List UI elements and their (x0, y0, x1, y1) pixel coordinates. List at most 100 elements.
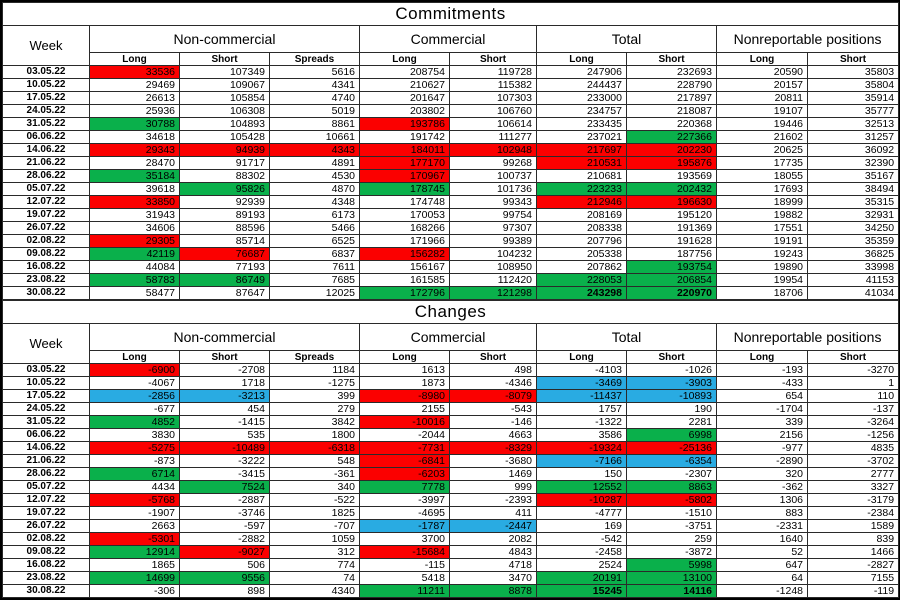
week-cell: 05.07.22 (2, 480, 90, 494)
value-cell: 1718 (179, 376, 270, 390)
subheader-nc-long: Long (89, 350, 180, 364)
value-cell: 7611 (269, 260, 360, 274)
value-cell: 34250 (806, 221, 900, 235)
value-cell: 774 (269, 558, 360, 572)
value-cell: 839 (806, 532, 900, 546)
value-cell: 506 (179, 558, 270, 572)
week-cell: 24.05.22 (2, 402, 90, 416)
value-cell: 193569 (626, 169, 717, 183)
week-cell: 28.06.22 (2, 467, 90, 481)
table-row: 23.08.22 14699 9556 74 5418 3470 20191 13100 64 7… (2, 571, 900, 585)
subheader-total-short: Short (626, 350, 717, 364)
value-cell: 498 (449, 363, 537, 377)
value-cell: 3842 (269, 415, 360, 429)
value-cell: 4343 (269, 143, 360, 157)
value-cell: 8878 (449, 584, 537, 598)
value-cell: -4695 (359, 506, 450, 520)
subheader-comm-short: Short (449, 350, 537, 364)
value-cell: 210681 (536, 169, 627, 183)
group-header-noncommercial: Non-commercial (89, 25, 360, 53)
value-cell: 4852 (89, 415, 180, 429)
value-cell: 58783 (89, 273, 180, 287)
value-cell: -193 (716, 363, 808, 377)
subheader-nr-long: Long (716, 350, 808, 364)
value-cell: 35804 (806, 78, 900, 92)
table-row: 09.08.22 12914 -9027 312 -15684 4843 -2458 -387… (2, 545, 900, 559)
week-cell: 09.08.22 (2, 247, 90, 261)
week-cell: 31.05.22 (2, 117, 90, 131)
value-cell: 210531 (536, 156, 627, 170)
table-row: 19.07.22 31943 89193 6173 170053 99754 208169 1… (2, 208, 900, 222)
changes-table: Changes Week Non-commercial Commercial T… (1, 300, 900, 598)
week-cell: 14.06.22 (2, 441, 90, 455)
value-cell: 104232 (449, 247, 537, 261)
value-cell: 1 (806, 376, 900, 390)
value-cell: 196630 (626, 195, 717, 209)
value-cell: 4341 (269, 78, 360, 92)
value-cell: 12552 (536, 480, 627, 494)
table-row: 30.08.22 -306 898 4340 11211 8878 15245 14116 -1… (2, 584, 900, 598)
value-cell: 15245 (536, 584, 627, 598)
value-cell: 247906 (536, 65, 627, 79)
value-cell: -2708 (179, 363, 270, 377)
value-cell: 4530 (269, 169, 360, 183)
value-cell: -3680 (449, 454, 537, 468)
value-cell: 104893 (179, 117, 270, 131)
value-cell: 4891 (269, 156, 360, 170)
table-row: 26.07.22 34606 88596 5466 168266 97307 208338 1… (2, 221, 900, 235)
value-cell: 32931 (806, 208, 900, 222)
value-cell: -8980 (359, 389, 450, 403)
value-cell: -4346 (449, 376, 537, 390)
value-cell: 109067 (179, 78, 270, 92)
value-cell: 169 (536, 519, 627, 533)
value-cell: 205338 (536, 247, 627, 261)
value-cell: 19191 (716, 234, 808, 248)
week-cell: 19.07.22 (2, 208, 90, 222)
week-cell: 09.08.22 (2, 545, 90, 559)
value-cell: 106760 (449, 104, 537, 118)
value-cell: 170967 (359, 169, 450, 183)
value-cell: 3586 (536, 428, 627, 442)
value-cell: -433 (716, 376, 808, 390)
value-cell: 12025 (269, 286, 360, 300)
value-cell: 2663 (89, 519, 180, 533)
value-cell: -3872 (626, 545, 717, 559)
subheader-nr-short: Short (806, 350, 900, 364)
value-cell: 172796 (359, 286, 450, 300)
value-cell: -2044 (359, 428, 450, 442)
value-cell: -3903 (626, 376, 717, 390)
week-header: Week (2, 25, 90, 66)
table-row: 28.06.22 35184 88302 4530 170967 100737 210681… (2, 169, 900, 183)
week-cell: 31.05.22 (2, 415, 90, 429)
value-cell: 32390 (806, 156, 900, 170)
value-cell: 999 (449, 480, 537, 494)
value-cell: -1510 (626, 506, 717, 520)
value-cell: 115382 (449, 78, 537, 92)
week-cell: 16.08.22 (2, 558, 90, 572)
value-cell: 1865 (89, 558, 180, 572)
value-cell: -2307 (626, 467, 717, 481)
value-cell: 190 (626, 402, 717, 416)
value-cell: 6525 (269, 234, 360, 248)
value-cell: 10661 (269, 130, 360, 144)
value-cell: 111277 (449, 130, 537, 144)
week-cell: 12.07.22 (2, 493, 90, 507)
table-row: 16.08.22 44084 77193 7611 156167 108950 207862… (2, 260, 900, 274)
value-cell: 259 (626, 532, 717, 546)
table-row: 14.06.22 29343 94939 4343 184011 102948 217697… (2, 143, 900, 157)
subheader-total-long: Long (536, 52, 627, 66)
value-cell: 187756 (626, 247, 717, 261)
value-cell: 86749 (179, 273, 270, 287)
value-cell: 237021 (536, 130, 627, 144)
value-cell: 77193 (179, 260, 270, 274)
value-cell: -3415 (179, 467, 270, 481)
value-cell: -3702 (806, 454, 900, 468)
value-cell: 20811 (716, 91, 808, 105)
value-cell: 31943 (89, 208, 180, 222)
value-cell: 203802 (359, 104, 450, 118)
value-cell: 4843 (449, 545, 537, 559)
value-cell: 320 (716, 467, 808, 481)
value-cell: -306 (89, 584, 180, 598)
value-cell: 25936 (89, 104, 180, 118)
value-cell: 191628 (626, 234, 717, 248)
